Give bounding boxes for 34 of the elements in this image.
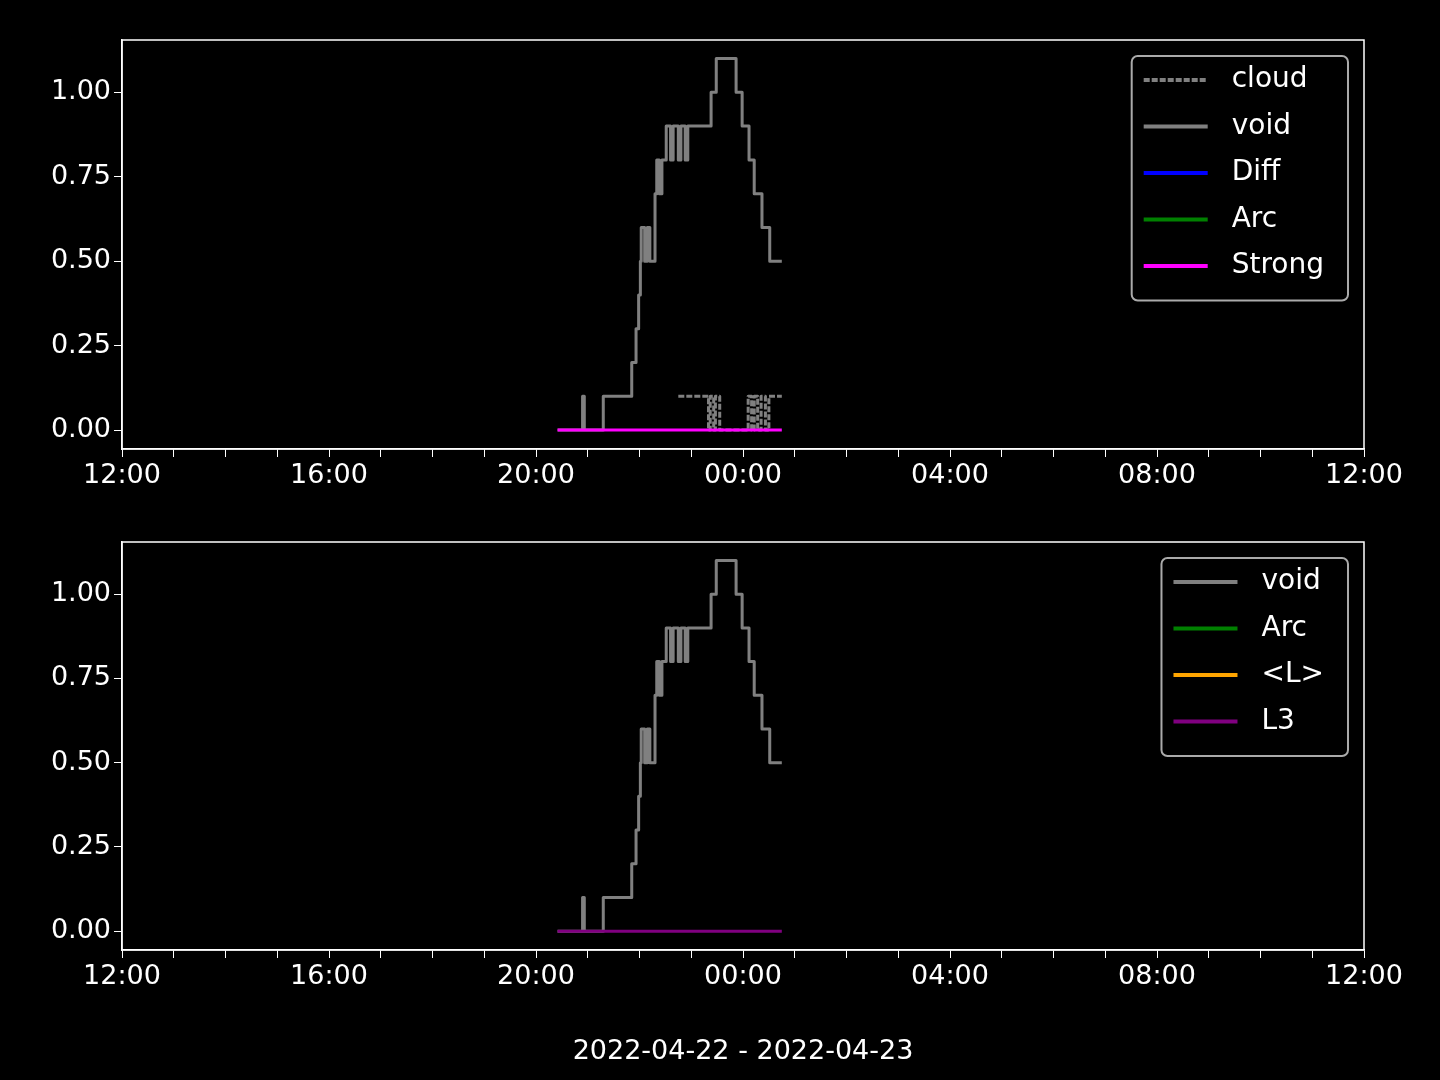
legend-label: Arc — [1231, 200, 1278, 234]
y-tick-label: 0.25 — [50, 828, 111, 860]
x-tick-label: 12:00 — [83, 959, 161, 991]
x-tick-label: 04:00 — [911, 458, 989, 490]
legend-label: <L> — [1261, 656, 1325, 690]
x-tick-label: 00:00 — [704, 458, 782, 490]
y-tick-label: 1.00 — [50, 576, 111, 608]
y-tick-label: 0.25 — [50, 327, 111, 359]
legend-label: cloud — [1231, 61, 1308, 95]
y-tick-label: 1.00 — [50, 74, 111, 106]
legend-label: Diff — [1231, 154, 1282, 188]
x-tick-label: 08:00 — [1118, 458, 1196, 490]
legend-label: void — [1231, 107, 1291, 141]
x-tick-label: 16:00 — [290, 959, 368, 991]
y-tick-label: 0.00 — [50, 412, 111, 444]
y-tick-label: 0.50 — [50, 243, 111, 275]
x-tick-label: 08:00 — [1118, 959, 1196, 991]
y-tick-label: 0.00 — [50, 913, 111, 945]
y-tick-label: 0.50 — [50, 744, 111, 776]
y-tick-label: 0.75 — [50, 158, 111, 190]
legend-label: Arc — [1261, 609, 1307, 643]
legend-label: Strong — [1231, 247, 1325, 281]
legend-label: L3 — [1261, 702, 1295, 736]
x-tick-label: 20:00 — [497, 959, 575, 991]
legend-label: void — [1261, 563, 1321, 597]
x-tick-label: 12:00 — [83, 458, 161, 490]
x-tick-label: 12:00 — [1325, 458, 1403, 490]
x-tick-label: 20:00 — [497, 458, 575, 490]
x-axis-title: 2022-04-22 - 2022-04-23 — [572, 1033, 914, 1065]
x-tick-label: 04:00 — [911, 959, 989, 991]
y-tick-label: 0.75 — [50, 660, 111, 692]
x-tick-label: 16:00 — [290, 458, 368, 490]
x-tick-label: 12:00 — [1325, 959, 1403, 991]
x-tick-label: 00:00 — [704, 959, 782, 991]
